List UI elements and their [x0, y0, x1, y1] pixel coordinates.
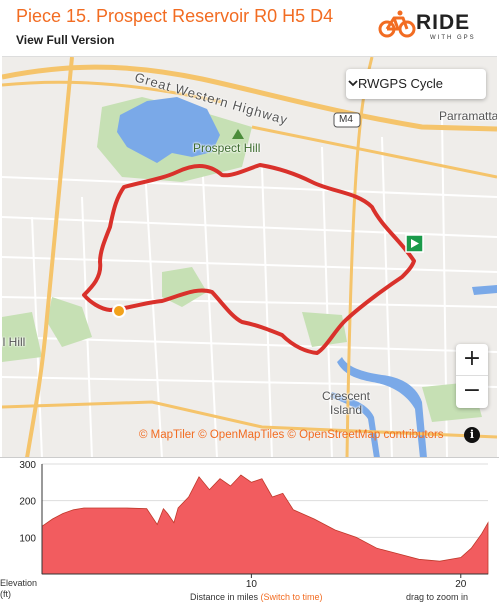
start-marker[interactable] — [405, 234, 424, 253]
water-bodies — [117, 97, 497, 457]
switch-to-time-link[interactable]: (Switch to time) — [260, 592, 323, 602]
peak-icon — [232, 129, 244, 139]
x-axis-caption: Distance in miles (Switch to time) — [190, 592, 323, 602]
map-canvas[interactable] — [2, 57, 497, 457]
maptiler-link[interactable]: © MapTiler — [139, 429, 195, 441]
osm-link[interactable]: © OpenStreetMap contributors — [287, 429, 444, 441]
header: Piece 15. Prospect Reservoir R0 H5 D4 Vi… — [0, 0, 499, 56]
end-marker[interactable] — [112, 304, 126, 318]
zoom-out-button[interactable]: − — [462, 378, 482, 403]
motorway-shield — [333, 112, 361, 128]
x-tick-label: 10 — [246, 579, 258, 590]
drag-hint: drag to zoom in — [406, 592, 469, 602]
ride-with-gps-logo[interactable]: RIDE WITH GPS — [378, 10, 490, 44]
elevation-area — [41, 474, 489, 575]
x-tick-label: 20 — [455, 579, 467, 590]
route-line — [82, 163, 416, 355]
motorway-label: M4 — [339, 114, 353, 125]
openmaptiles-link[interactable]: © OpenMapTiles — [198, 429, 285, 441]
map-attribution: © MapTiler © OpenMapTiles © OpenStreetMa… — [139, 429, 444, 441]
zoom-control: + − — [456, 344, 488, 408]
parramatta-label: Parramatta — [439, 109, 497, 123]
chevron-down-icon — [348, 80, 358, 87]
hill-label: il Hill — [2, 335, 26, 349]
y-tick-label: 300 — [19, 460, 36, 471]
elevation-axis-label: Elevation (ft) — [0, 578, 38, 599]
crescent-island-label: Crescent Island — [322, 389, 371, 417]
map-layer-select[interactable]: RWGPS Cycle — [346, 69, 486, 99]
prospect-hill-label: Prospect Hill — [193, 141, 261, 155]
logo-subtext: WITH GPS — [430, 35, 476, 41]
bike-icon — [378, 10, 416, 38]
street-grid — [2, 116, 497, 457]
y-tick-label: 200 — [19, 497, 36, 508]
y-tick-label: 100 — [19, 533, 36, 544]
info-icon[interactable]: i — [464, 427, 480, 443]
map-layer-value: RWGPS Cycle — [358, 76, 443, 91]
logo-word: RIDE — [416, 11, 471, 34]
elevation-chart[interactable]: 300 200 100 10 20 — [0, 458, 499, 606]
distance-caption: Distance in miles — [190, 592, 259, 602]
page-title: Piece 15. Prospect Reservoir R0 H5 D4 — [16, 6, 334, 26]
elevation-profile[interactable]: 300 200 100 10 20 Elevation (ft) Distance in… — [0, 457, 499, 605]
view-full-version-link[interactable]: View Full Version — [16, 33, 115, 47]
zoom-in-button[interactable]: + — [456, 344, 488, 376]
route-map[interactable]: Great Western Highway M4 Prospect Hill P… — [2, 56, 497, 457]
